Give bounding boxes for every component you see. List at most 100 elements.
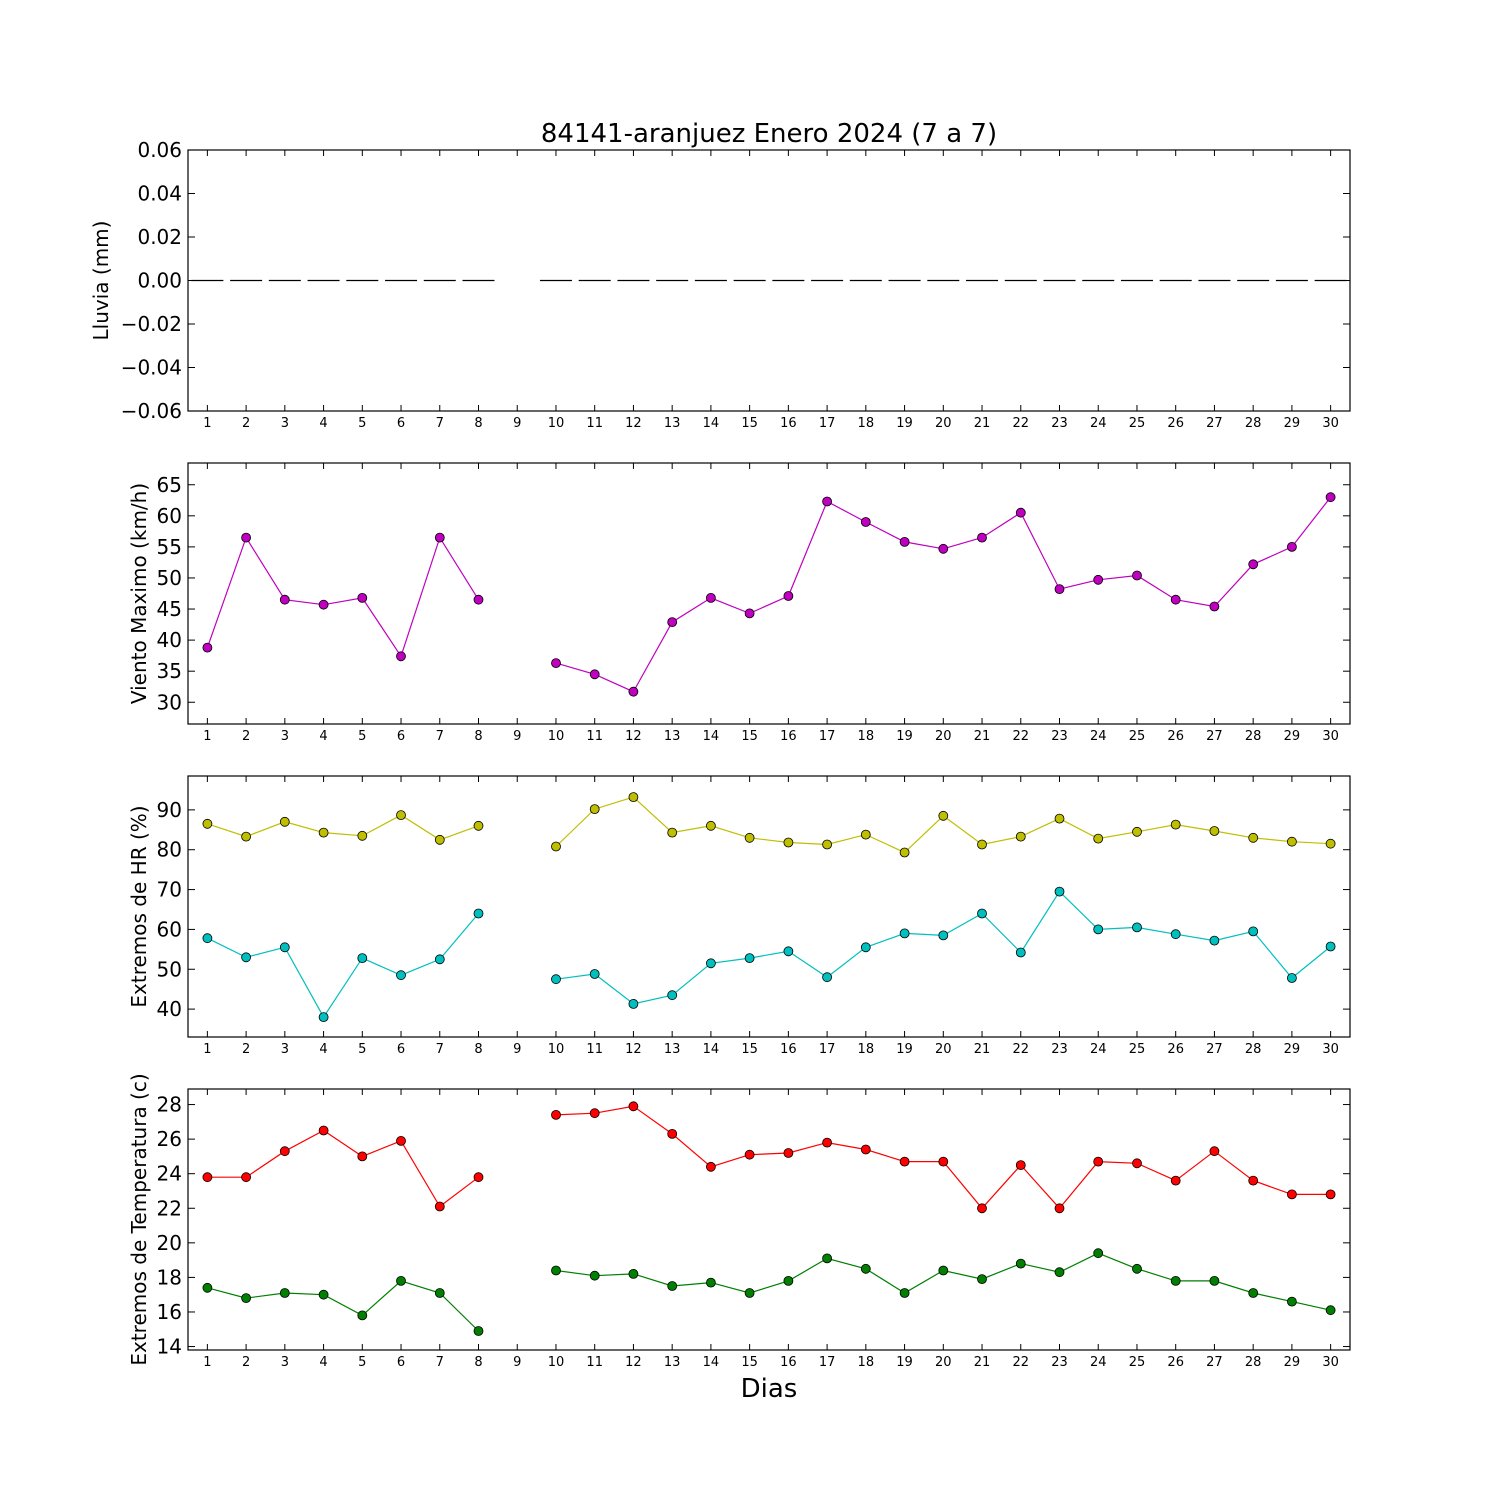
x-tick-label: 16 — [780, 416, 797, 431]
x-tick-label: 18 — [858, 416, 875, 431]
data-point-day-16 — [783, 946, 794, 957]
data-point-day-16 — [783, 1148, 794, 1158]
data-point-day-25 — [1132, 1158, 1142, 1169]
x-tick-label: 14 — [703, 1355, 720, 1370]
data-point-day-5 — [357, 953, 368, 963]
x-tick-label: 30 — [1322, 1042, 1339, 1057]
data-point-day-23 — [1054, 886, 1065, 897]
x-tick-label: 15 — [741, 729, 758, 744]
series-line-segment-1 — [207, 1129, 479, 1208]
x-tick-label: 3 — [281, 729, 289, 744]
panel-1: 1 2 3 4 5 6 7 8 9 10 11 12 13 14 15 16 17 18 19 20 21 22 23 24 2… — [89, 138, 1351, 431]
data-point-day-19 — [899, 847, 910, 858]
series-1 — [202, 1101, 1336, 1214]
data-point-day-7 — [434, 834, 445, 845]
x-tick-label: 20 — [935, 416, 952, 431]
x-tick-label: 27 — [1206, 729, 1223, 744]
panel-2: 1 2 3 4 5 6 7 8 9 10 11 12 13 14 15 16 17 18 19 20 21 22 23 24 2… — [127, 462, 1351, 744]
data-point-day-24 — [1093, 833, 1104, 844]
x-tick-label: 21 — [974, 729, 991, 744]
x-tick-label: 5 — [358, 729, 366, 744]
x-tick-label: 12 — [625, 1042, 642, 1057]
x-tick-label: 12 — [625, 1355, 642, 1370]
data-point-day-14 — [706, 1277, 716, 1288]
y-tick-label: 55 — [157, 535, 182, 559]
y-tick-label: 35 — [157, 659, 182, 683]
data-point-day-20 — [938, 930, 949, 941]
data-point-day-5 — [357, 1151, 368, 1162]
x-tick-label: 19 — [896, 1355, 913, 1370]
data-point-day-5 — [357, 593, 368, 603]
x-tick-label: 22 — [1012, 1355, 1029, 1370]
x-tick-label: 8 — [474, 729, 482, 744]
data-point-day-16 — [783, 1276, 794, 1286]
x-tick-label: 4 — [319, 416, 327, 431]
x-tick-label: 21 — [974, 1042, 991, 1057]
x-tick-label: 10 — [548, 1355, 565, 1370]
y-tick-label: 45 — [157, 597, 182, 621]
data-point-day-26 — [1170, 1175, 1181, 1186]
x-tick-label: 16 — [780, 1042, 797, 1057]
data-point-day-27 — [1209, 1276, 1220, 1286]
x-tick-label: 4 — [319, 729, 327, 744]
x-axis-label: Dias — [741, 1374, 798, 1404]
x-tick-label: 3 — [281, 416, 289, 431]
data-point-day-30 — [1325, 492, 1336, 503]
data-point-day-15 — [744, 953, 755, 963]
data-point-day-22 — [1015, 507, 1026, 518]
x-tick-label: 26 — [1167, 416, 1184, 431]
x-tick-label: 15 — [741, 1355, 758, 1370]
y-axis-label: Extremos de Temperatura (c) — [127, 1073, 151, 1365]
data-point-day-4 — [318, 1125, 329, 1136]
data-point-day-19 — [899, 1288, 910, 1298]
x-tick-label: 9 — [513, 729, 521, 744]
data-point-day-27 — [1209, 935, 1220, 946]
x-tick-label: 6 — [397, 416, 405, 431]
x-tick-label: 15 — [741, 416, 758, 431]
y-tick-label: 0.04 — [137, 182, 182, 206]
data-point-day-8 — [473, 908, 484, 919]
y-axis-label: Extremos de HR (%) — [127, 805, 151, 1007]
x-tick-label: 22 — [1012, 729, 1029, 744]
x-tick-label: 12 — [625, 729, 642, 744]
data-point-day-24 — [1093, 1248, 1104, 1259]
x-tick-label: 20 — [935, 1042, 952, 1057]
data-point-day-21 — [977, 1274, 987, 1284]
data-point-day-7 — [434, 1288, 445, 1298]
data-point-day-6 — [396, 1276, 406, 1286]
chart-title: 84141-aranjuez Enero 2024 (7 a 7) — [541, 119, 997, 149]
data-point-day-19 — [899, 537, 910, 547]
y-axis-label: Lluvia (mm) — [89, 221, 113, 341]
data-point-day-4 — [318, 1012, 329, 1022]
x-tick-label: 22 — [1012, 1042, 1029, 1057]
data-point-day-25 — [1132, 826, 1142, 837]
data-point-day-20 — [938, 1156, 949, 1167]
x-tick-label: 11 — [586, 416, 603, 431]
data-point-day-29 — [1287, 1189, 1297, 1200]
data-point-day-18 — [860, 942, 871, 953]
x-tick-label: 13 — [664, 1355, 681, 1370]
data-point-day-28 — [1248, 559, 1259, 570]
x-tick-label: 5 — [358, 1355, 366, 1370]
data-point-day-22 — [1015, 1160, 1026, 1170]
data-point-day-24 — [1093, 1156, 1104, 1167]
data-point-day-23 — [1054, 1203, 1065, 1214]
x-tick-label: 26 — [1167, 729, 1184, 744]
data-point-day-17 — [822, 496, 832, 507]
data-point-day-25 — [1132, 1263, 1142, 1274]
data-point-day-25 — [1132, 570, 1142, 581]
data-point-day-28 — [1248, 1175, 1259, 1186]
data-point-day-26 — [1170, 819, 1181, 830]
x-tick-label: 9 — [513, 416, 521, 431]
series-2 — [202, 886, 1336, 1022]
data-point-day-16 — [783, 591, 794, 601]
data-point-day-4 — [318, 1289, 329, 1300]
x-tick-label: 28 — [1245, 416, 1262, 431]
x-tick-label: 10 — [548, 416, 565, 431]
y-tick-label: 70 — [157, 878, 182, 902]
series-line-segment-1 — [207, 814, 479, 841]
x-tick-label: 19 — [896, 1042, 913, 1057]
x-tick-label: 29 — [1284, 729, 1301, 744]
x-tick-label: 7 — [436, 1355, 444, 1370]
